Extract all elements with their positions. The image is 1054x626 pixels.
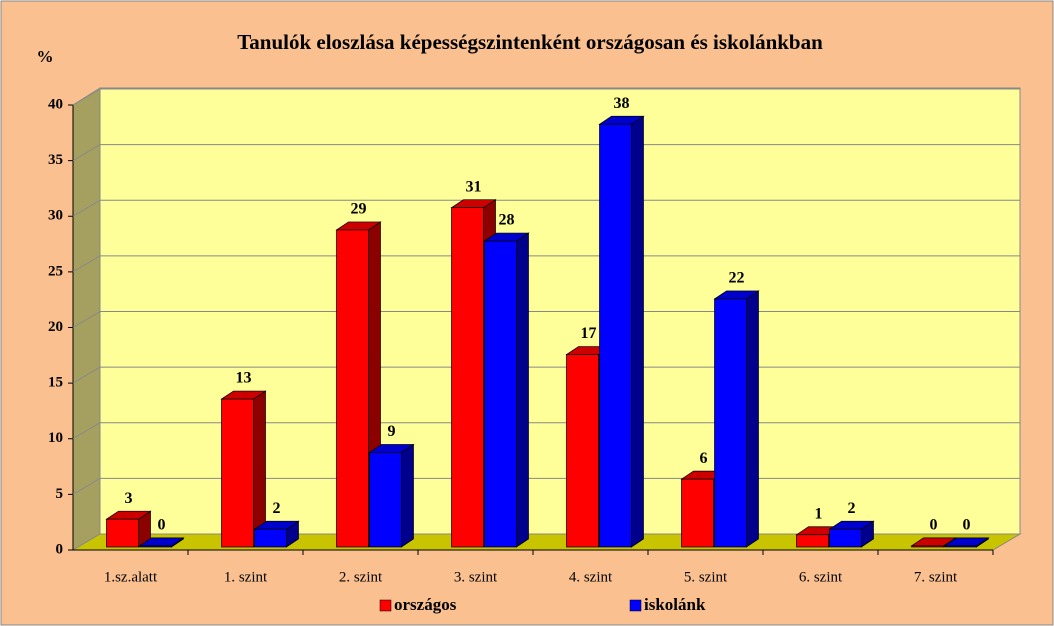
data-label: 22 (729, 270, 745, 287)
data-label: 38 (614, 95, 630, 112)
grid-line (72, 255, 1020, 273)
grid-line (72, 311, 1020, 328)
bar (221, 398, 254, 548)
data-label: 9 (388, 423, 396, 440)
bar (714, 298, 747, 548)
floor (71, 533, 1022, 551)
bar-side (746, 290, 759, 548)
legend-label: iskolánk (644, 595, 706, 614)
x-tick-label: 6. szint (799, 569, 843, 585)
bar (681, 478, 714, 548)
y-tick-label: 25 (48, 263, 63, 279)
x-tick-label: 7. szint (914, 569, 958, 585)
data-label: 3 (125, 490, 133, 507)
legend-swatch (379, 599, 392, 612)
legend-swatch (629, 599, 642, 612)
x-tick-label: 3. szint (454, 569, 498, 585)
x-tick-label: 2. szint (339, 569, 383, 585)
legend-label: országos (394, 595, 457, 614)
grid-line (72, 422, 1020, 440)
grid-line (72, 88, 1020, 106)
data-label: 6 (700, 450, 708, 467)
y-tick-label: 35 (48, 152, 63, 168)
bar (139, 545, 172, 548)
bar (599, 123, 632, 548)
data-label: 13 (236, 370, 252, 387)
bar-side (401, 443, 414, 548)
y-axis-label: % (37, 47, 54, 66)
grid-line (72, 199, 1020, 217)
data-label: 2 (848, 500, 856, 517)
data-label: 0 (963, 517, 971, 534)
data-label: 31 (466, 178, 482, 195)
data-label: 0 (158, 517, 166, 534)
data-label: 2 (273, 500, 281, 517)
bar (796, 534, 829, 548)
bar (369, 452, 402, 548)
data-label: 29 (351, 201, 367, 218)
grid-line (72, 366, 1020, 384)
bar (484, 240, 517, 548)
y-tick-label: 30 (48, 208, 63, 224)
data-label: 0 (930, 517, 938, 534)
x-tick-label: 4. szint (569, 569, 613, 585)
y-tick-label: 40 (48, 96, 63, 112)
data-label: 17 (581, 325, 597, 342)
chart-title: Tanulók eloszlása képességszintenként or… (237, 30, 823, 54)
bar (254, 528, 287, 548)
bar (829, 528, 862, 548)
y-tick-label: 20 (48, 319, 63, 335)
y-tick-label: 10 (48, 430, 63, 446)
x-tick-label: 1. szint (224, 569, 268, 585)
bar (911, 545, 944, 548)
bar-side (516, 232, 529, 548)
bar (566, 354, 599, 548)
bar (944, 545, 977, 548)
bar (451, 207, 484, 548)
data-label: 28 (499, 212, 515, 229)
y-tick-label: 0 (56, 541, 64, 557)
grid-line (72, 144, 1020, 162)
bar (336, 229, 369, 548)
data-label: 1 (815, 505, 823, 522)
x-tick-label: 5. szint (684, 569, 728, 585)
y-tick-label: 15 (48, 375, 63, 391)
bar-side (631, 115, 644, 548)
bar (106, 518, 139, 548)
x-tick-label: 1.sz.alatt (104, 569, 158, 585)
y-tick-label: 5 (56, 486, 64, 502)
